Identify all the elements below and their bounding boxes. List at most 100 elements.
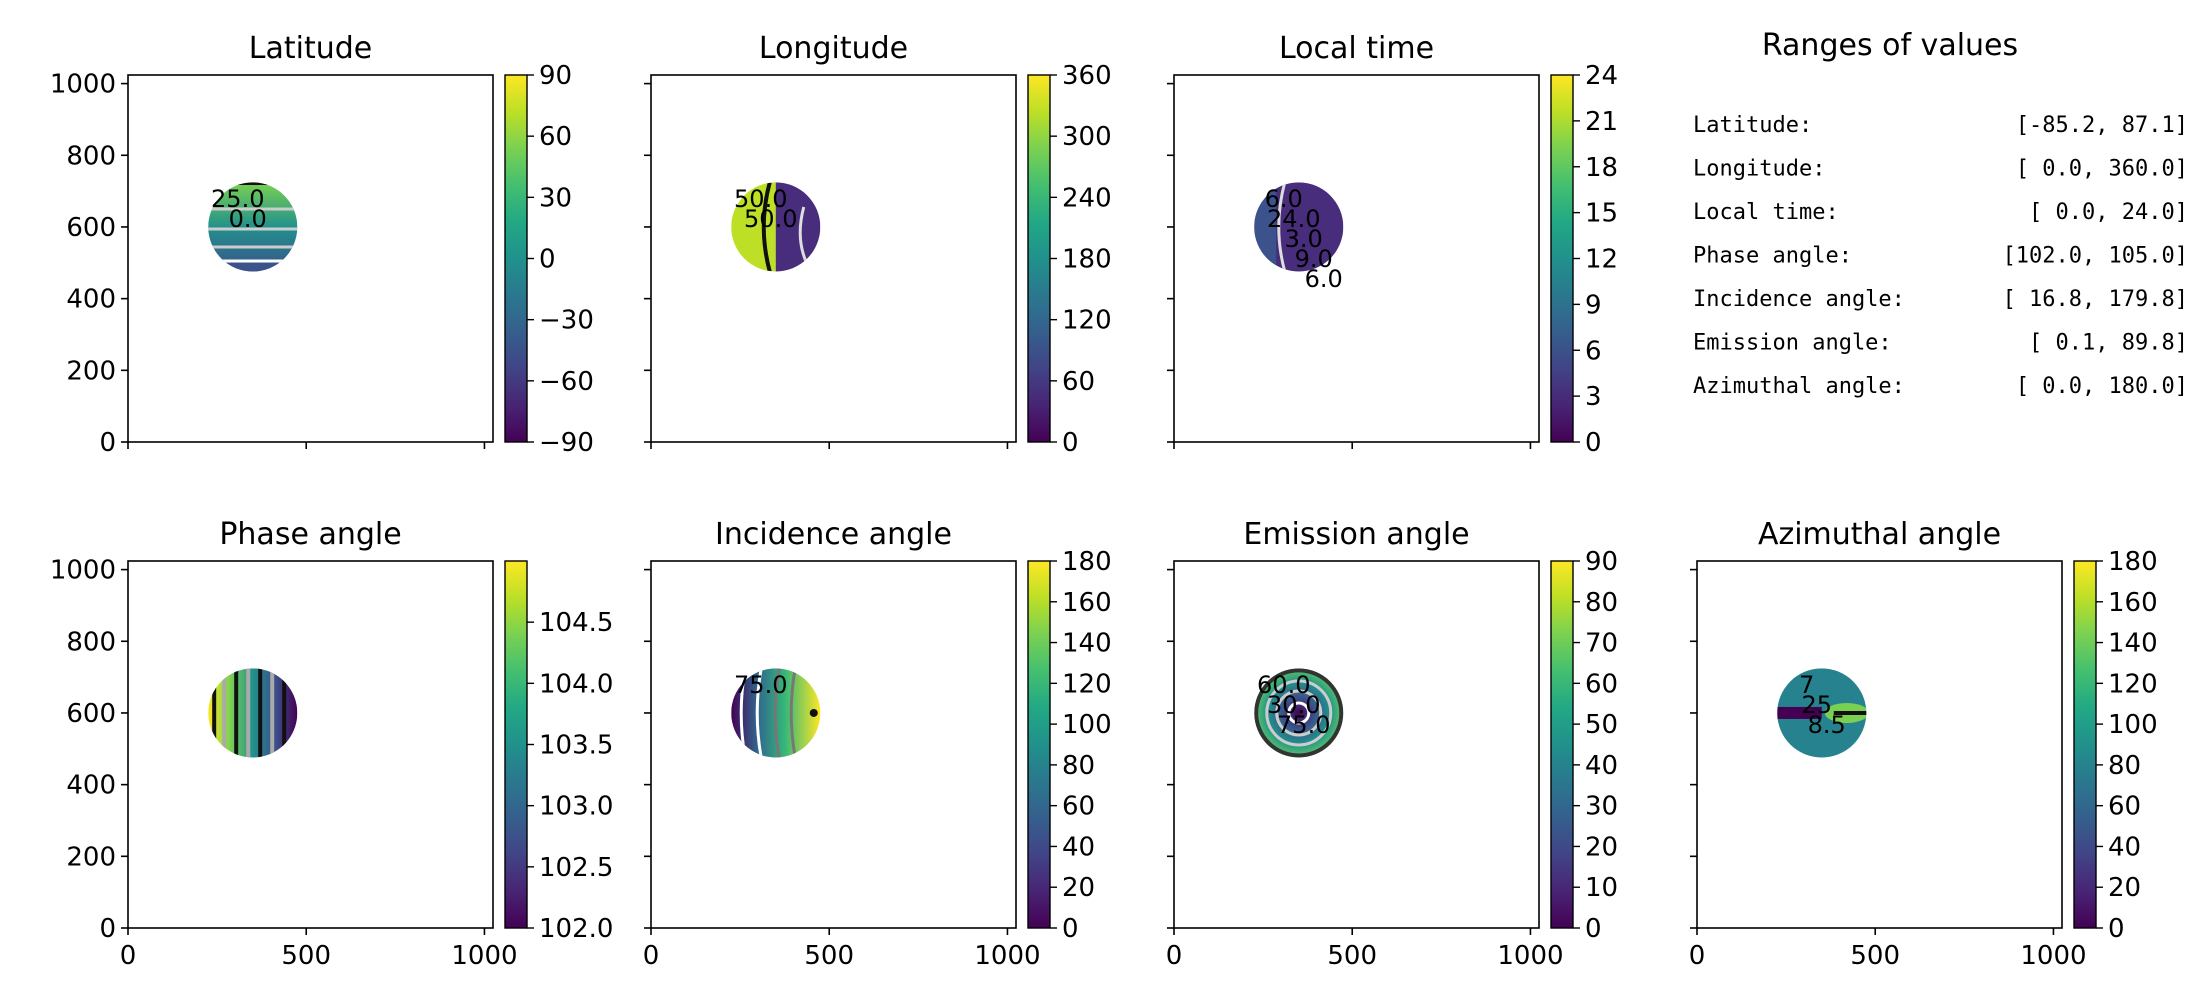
ranges-row-label: Latitude:: [1693, 113, 1812, 138]
ranges-row-label: Azimuthal angle:: [1693, 374, 1905, 399]
colorbar-tick-label: 10: [1585, 873, 1618, 903]
colorbar: [504, 560, 528, 929]
colorbar-tick-label: 6: [1585, 336, 1602, 366]
colorbar-tick-label: 80: [1062, 751, 1095, 781]
y-tick-label: 1000: [50, 70, 116, 100]
ranges-row-value: [ 16.8, 179.8]: [2003, 287, 2188, 312]
contour-line: [1277, 182, 1287, 272]
colorbar: [1550, 560, 1574, 929]
panel-title: Longitude: [759, 31, 908, 66]
x-tick-label: 500: [1850, 941, 1900, 971]
contour-label: 25.0: [211, 185, 264, 213]
colorbar-tick-label: 104.0: [539, 669, 613, 699]
colorbar-tick-label: 20: [1062, 873, 1095, 903]
y-tick-label: 200: [66, 842, 116, 872]
ranges-row-value: [ 0.1, 89.8]: [2029, 331, 2188, 356]
colorbar-tick-label: 0: [2108, 914, 2125, 944]
ranges-row-value: [ 0.0, 180.0]: [2016, 374, 2188, 399]
x-tick-label: 500: [804, 941, 854, 971]
colorbar: [1027, 74, 1051, 443]
contour-label: 3.0: [1285, 225, 1323, 253]
colorbar-tick-label: 180: [1062, 547, 1112, 577]
axes-frame: [127, 560, 494, 929]
contour-label: 30.0: [1267, 691, 1320, 719]
colorbar-tick-label: 0: [1062, 914, 1079, 944]
y-tick-label: 1000: [50, 556, 116, 586]
colorbar-tick-label: 102.5: [539, 853, 613, 883]
colorbar: [2073, 560, 2097, 929]
colorbar-tick-label: 30: [539, 183, 572, 213]
x-tick-label: 0: [643, 941, 660, 971]
panel-title: Latitude: [249, 31, 372, 66]
x-tick-label: 1000: [1497, 941, 1563, 971]
panel-longitude: Longitude 50.050.0 360 300 240 180 120 60 0: [644, 31, 1112, 458]
colorbar-tick-label: 40: [1585, 751, 1618, 781]
contour-line: [1265, 679, 1333, 747]
axes-frame: [650, 74, 1017, 443]
ranges-row-value: [ 0.0, 360.0]: [2016, 157, 2188, 182]
colorbar-tick-label: 50: [1585, 710, 1618, 740]
contour-line: [789, 668, 797, 758]
colorbar-tick-label: 21: [1585, 107, 1618, 137]
colorbar-tick-label: 40: [2108, 832, 2141, 862]
x-tick-label: 1000: [451, 941, 517, 971]
planet-disk: [731, 668, 821, 758]
colorbar-tick-label: 180: [2108, 547, 2158, 577]
colorbar-tick-label: 140: [1062, 629, 1112, 659]
ranges-row-label: Incidence angle:: [1693, 287, 1905, 312]
axes-frame: [1173, 74, 1540, 443]
colorbar-tick-label: 20: [1585, 832, 1618, 862]
contour-label: 9.0: [1295, 245, 1333, 273]
x-tick-label: 0: [120, 941, 137, 971]
colorbar-tick-label: −30: [539, 306, 594, 336]
contour-label: 50.0: [744, 205, 797, 233]
ranges-row-label: Longitude:: [1693, 157, 1825, 182]
ranges-row-label: Emission angle:: [1693, 331, 1892, 356]
x-tick-label: 500: [281, 941, 331, 971]
colorbar-tick-label: 300: [1062, 122, 1112, 152]
colorbar-tick-label: 120: [2108, 669, 2158, 699]
ranges-row-value: [-85.2, 87.1]: [2016, 113, 2188, 138]
colorbar-tick-label: 3: [1585, 382, 1602, 412]
y-tick-label: 0: [99, 914, 116, 944]
colorbar-tick-label: 20: [2108, 873, 2141, 903]
panel-latitude: Latitude 25.00.0 0 200 400 600 800 1000 90 60 30 0 −…: [50, 31, 594, 458]
colorbar-tick-label: 180: [1062, 245, 1112, 275]
subsolar-point: [809, 708, 818, 717]
colorbar-tick-label: 40: [1062, 832, 1095, 862]
x-tick-label: 500: [1327, 941, 1377, 971]
colorbar-tick-label: 60: [1585, 669, 1618, 699]
planet-disk: [1254, 182, 1344, 272]
panel-phase-angle: Phase angle 0 200 400 600 800 1000 0 500 1000 104.…: [50, 517, 614, 971]
colorbar-tick-label: 60: [1062, 367, 1095, 397]
panel-title: Azimuthal angle: [1758, 517, 2001, 552]
x-tick-label: 1000: [2020, 941, 2086, 971]
colorbar-tick-label: 100: [1062, 710, 1112, 740]
colorbar-tick-label: 0: [1062, 428, 1079, 458]
colorbar-tick-label: 0: [1585, 428, 1602, 458]
x-tick-label: 0: [1689, 941, 1706, 971]
ranges-title: Ranges of values: [1762, 28, 2018, 63]
panel-title: Phase angle: [219, 517, 401, 552]
contour-line: [1254, 668, 1344, 758]
colorbar-tick-label: 160: [1062, 588, 1112, 618]
ranges-row-label: Phase angle:: [1693, 244, 1852, 269]
contour-line: [1275, 689, 1323, 737]
planet-disk: [1254, 668, 1344, 758]
colorbar-tick-label: 15: [1585, 199, 1618, 229]
ranges-row-label: Local time:: [1693, 200, 1839, 225]
colorbar-tick-label: 120: [1062, 306, 1112, 336]
axes-frame: [127, 74, 494, 443]
panel-title: Local time: [1279, 31, 1434, 66]
contour-line: [1287, 701, 1311, 725]
colorbar: [1027, 560, 1051, 929]
colorbar-tick-label: 120: [1062, 669, 1112, 699]
axes-frame: [1696, 560, 2063, 929]
colorbar-tick-label: 12: [1585, 245, 1618, 275]
contour-line: [755, 668, 763, 758]
axes-frame: [650, 560, 1017, 929]
contour-label: 6.0: [1265, 185, 1303, 213]
